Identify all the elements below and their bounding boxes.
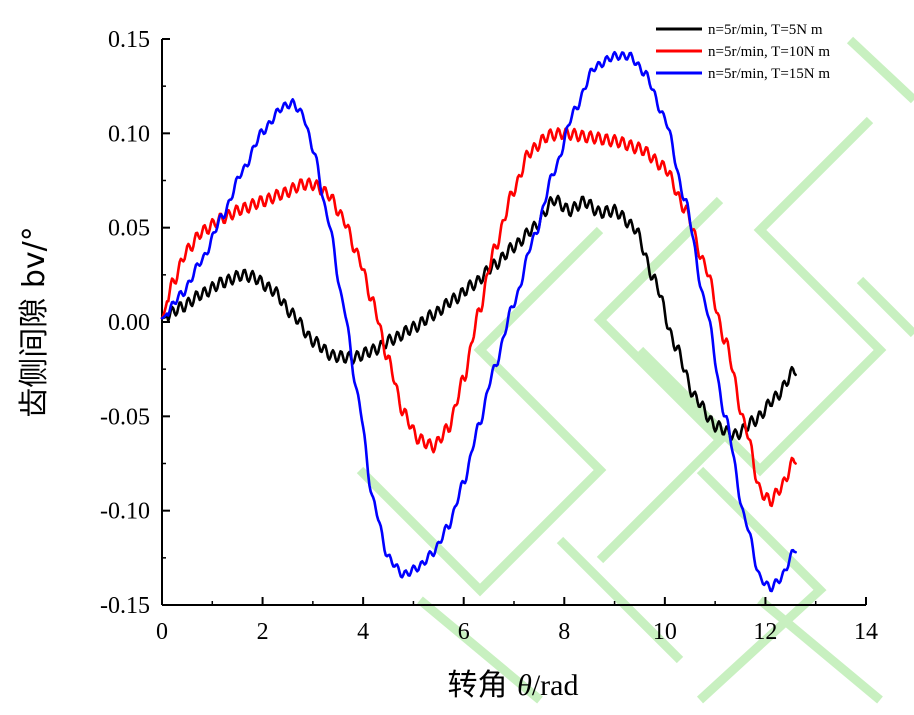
- series-line-2: [160, 127, 797, 508]
- y-tick-label: -0.10: [100, 499, 150, 525]
- legend-label-1: n=5r/min, T=5N m: [708, 22, 823, 38]
- legend: n=5r/min, T=5N m n=5r/min, T=10N m n=5r/mi…: [656, 22, 830, 82]
- legend-label-3: n=5r/min, T=15N m: [708, 66, 830, 82]
- x-tick-label: 0: [156, 619, 168, 645]
- y-axis-title: 齿侧间隙 bv/°: [17, 226, 52, 417]
- x-tick-label: 14: [854, 619, 878, 645]
- y-tick-label: -0.15: [100, 593, 150, 619]
- plot-axes: 0 2 4 6 8 10 12 14 0.15 0.10 0.05 0.00 -0.05 -0.10 -0.…: [100, 27, 878, 645]
- y-tick-label: 0.10: [108, 121, 150, 147]
- y-tick-label: 0.15: [108, 27, 150, 53]
- x-tick-label: 10: [653, 619, 677, 645]
- y-tick-label: 0.05: [108, 216, 150, 242]
- watermark-pattern: [356, 36, 914, 704]
- series-line-1: [160, 194, 797, 441]
- legend-label-2: n=5r/min, T=10N m: [708, 44, 830, 60]
- x-tick-label: 4: [357, 619, 369, 645]
- x-tick-label: 6: [458, 619, 470, 645]
- x-tick-label: 2: [257, 619, 269, 645]
- y-tick-label: 0.00: [108, 310, 150, 336]
- x-axis-title-unit: /rad: [532, 669, 579, 702]
- x-axis-title-prefix: 转角: [448, 668, 518, 703]
- x-axis-title-symbol: θ: [517, 669, 532, 702]
- x-tick-label: 12: [753, 619, 777, 645]
- y-tick-label: -0.05: [100, 404, 150, 430]
- x-axis-title: 转角 θ/rad: [448, 668, 579, 703]
- series-layer: [160, 50, 797, 593]
- x-tick-label: 8: [558, 619, 570, 645]
- series-line-3: [160, 50, 797, 593]
